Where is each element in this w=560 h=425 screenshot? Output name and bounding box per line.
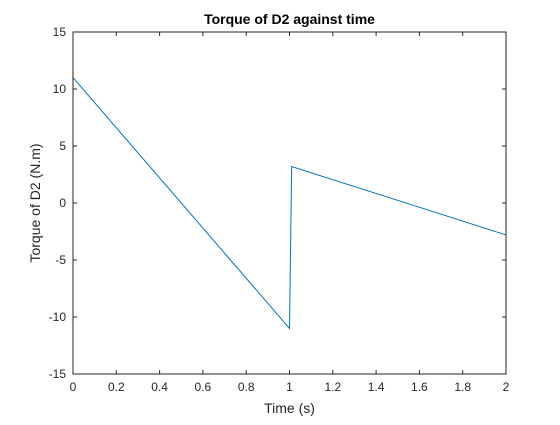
x-tick-label: 0.8 [238, 380, 255, 394]
x-tick-label: 1 [286, 380, 293, 394]
y-tick-label: -5 [55, 253, 66, 267]
x-tick-label: 1.6 [411, 380, 428, 394]
y-tick-label: 5 [59, 139, 66, 153]
x-tick-label: 0.4 [151, 380, 168, 394]
y-tick-label: 10 [53, 82, 67, 96]
x-tick-label: 0.2 [108, 380, 125, 394]
y-tick-label: 15 [53, 25, 67, 39]
y-tick-label: -10 [49, 310, 67, 324]
x-tick-label: 1.4 [368, 380, 385, 394]
series-line [72, 77, 507, 330]
y-tick-label: -15 [49, 367, 67, 381]
y-tick-label: 0 [59, 196, 66, 210]
x-tick-label: 1.8 [454, 380, 471, 394]
y-axis-label: Torque of D2 (N.m) [27, 143, 43, 262]
x-tick-label: 0 [70, 380, 77, 394]
chart-title: Torque of D2 against time [204, 11, 375, 27]
x-axis-label: Time (s) [264, 400, 315, 416]
x-tick-label: 2 [503, 380, 510, 394]
x-tick-label: 1.2 [324, 380, 341, 394]
x-tick-label: 0.6 [195, 380, 212, 394]
